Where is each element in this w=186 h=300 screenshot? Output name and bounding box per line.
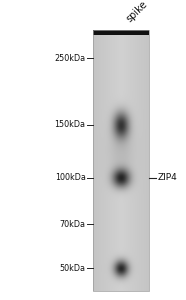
Text: spike: spike — [125, 0, 150, 24]
Text: ZIP4: ZIP4 — [158, 173, 178, 182]
Bar — [93, 30, 149, 35]
Text: 150kDa: 150kDa — [54, 120, 86, 129]
Text: 100kDa: 100kDa — [55, 173, 86, 182]
Bar — [93, 30, 149, 291]
Text: 50kDa: 50kDa — [60, 264, 86, 273]
Text: 70kDa: 70kDa — [60, 220, 86, 229]
Text: 250kDa: 250kDa — [54, 54, 86, 63]
